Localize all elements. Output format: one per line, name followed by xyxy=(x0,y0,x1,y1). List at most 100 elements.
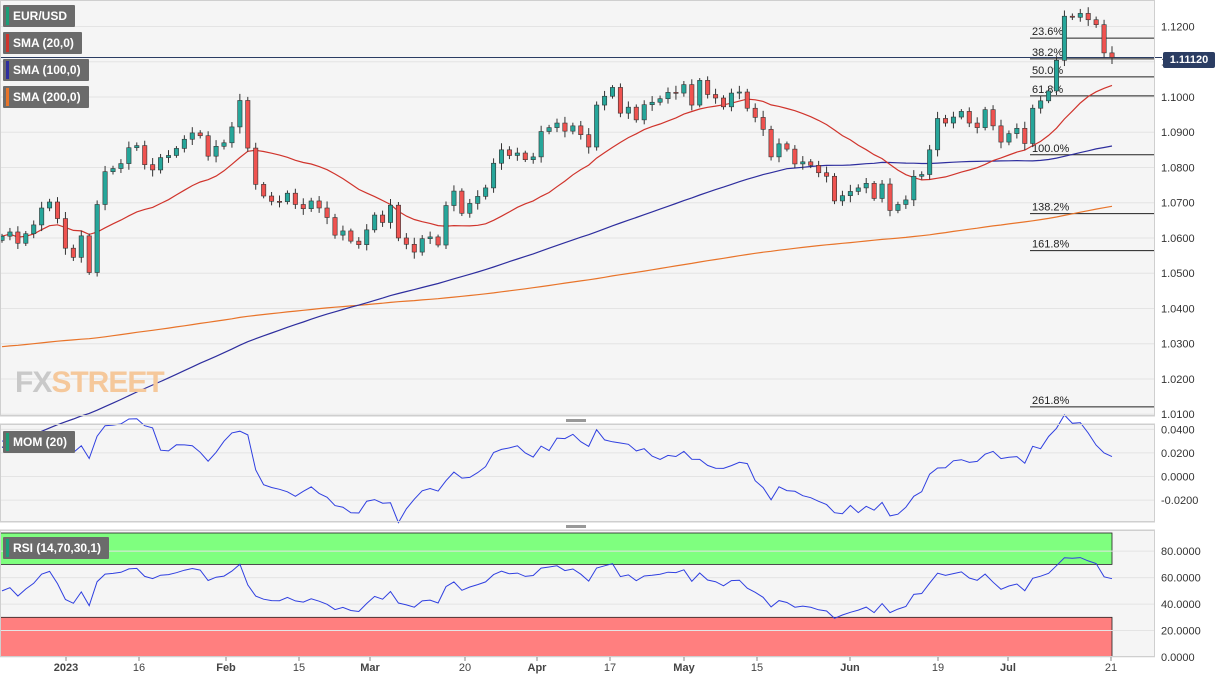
x-tick-label: 20 xyxy=(459,662,471,674)
candle-body xyxy=(284,192,290,202)
candle-body xyxy=(348,230,354,242)
legend-swatch xyxy=(6,61,9,79)
candle xyxy=(499,143,504,170)
candle xyxy=(62,211,68,255)
candle-body xyxy=(15,231,21,244)
candle-body xyxy=(197,132,203,137)
candle xyxy=(895,201,901,214)
candle-body xyxy=(1109,52,1115,58)
main-y-tick-label: 1.0700 xyxy=(1161,198,1195,210)
legend-sma100-label: SMA (100,0) xyxy=(13,63,81,77)
candle xyxy=(744,88,750,112)
x-tick-label: 17 xyxy=(604,662,616,674)
candle-body xyxy=(974,122,980,128)
candle xyxy=(871,180,877,201)
legend-mom[interactable]: MOM (20) xyxy=(3,431,75,453)
candle-body xyxy=(871,183,877,199)
candle xyxy=(1109,46,1115,65)
legend-swatch xyxy=(6,7,9,25)
candle xyxy=(435,234,441,248)
candle xyxy=(594,101,600,151)
candle-body xyxy=(443,205,449,246)
legend-rsi[interactable]: RSI (14,70,30,1) xyxy=(3,537,110,559)
candle-body xyxy=(610,87,615,97)
candle xyxy=(705,76,711,99)
candle-body xyxy=(78,235,84,258)
candle-body xyxy=(943,118,948,124)
x-tick-label: Jun xyxy=(840,662,860,674)
candle-body xyxy=(681,84,687,94)
candle-body xyxy=(213,146,219,157)
candle xyxy=(31,220,37,239)
candle xyxy=(721,95,726,110)
candle-body xyxy=(261,184,267,197)
candle xyxy=(752,103,758,123)
candle-body xyxy=(935,118,941,151)
candle-body xyxy=(364,229,370,245)
candle xyxy=(451,185,457,212)
candle-body xyxy=(697,80,703,106)
candle xyxy=(990,105,996,131)
candle-body xyxy=(102,171,108,205)
candle-body xyxy=(173,148,179,156)
candle xyxy=(94,200,100,277)
sma100-line xyxy=(1,145,1113,448)
legend-sma100[interactable]: SMA (100,0) xyxy=(3,59,89,81)
candle xyxy=(7,227,13,241)
candle-body xyxy=(459,190,465,214)
candle xyxy=(713,88,719,104)
legend-swatch xyxy=(6,539,9,557)
main-y-tick-label: 1.0100 xyxy=(1161,409,1195,421)
candle-body xyxy=(237,100,243,128)
candle xyxy=(197,130,203,139)
mom-y-tick-label: 0.0400 xyxy=(1161,424,1195,436)
rsi-y-tick-label: 20.0000 xyxy=(1161,626,1201,638)
legend-sma200[interactable]: SMA (200,0) xyxy=(3,86,89,108)
candle-body xyxy=(269,195,275,202)
x-tick-label: 21 xyxy=(1105,662,1117,674)
candle xyxy=(269,191,275,206)
candle-body xyxy=(491,162,497,189)
fib-level-label: 38.2% xyxy=(1032,47,1063,59)
candle-body xyxy=(847,191,853,196)
main-y-tick-label: 1.0300 xyxy=(1161,339,1195,351)
candle xyxy=(506,146,512,160)
legend-eurusd[interactable]: EUR/USD xyxy=(3,5,76,27)
candle xyxy=(166,150,171,163)
candle-body xyxy=(1093,19,1099,25)
candle-body xyxy=(150,164,156,171)
legend-sma20[interactable]: SMA (20,0) xyxy=(3,32,82,54)
right-axis-bg xyxy=(1155,0,1225,680)
candle xyxy=(173,146,179,158)
candle xyxy=(1006,130,1012,146)
candle-body xyxy=(181,138,187,149)
candle xyxy=(863,178,869,194)
candle xyxy=(411,237,417,259)
candle-body xyxy=(816,165,822,174)
candle xyxy=(395,201,401,242)
candle xyxy=(189,127,195,145)
rsi-y-tick-label: 60.0000 xyxy=(1161,573,1201,585)
candle xyxy=(950,111,956,129)
candle xyxy=(221,139,227,150)
candle-body xyxy=(499,149,504,164)
candle-body xyxy=(332,217,338,236)
mom-panel-bg xyxy=(0,423,1156,523)
candle-body xyxy=(562,122,568,132)
candle xyxy=(847,184,853,203)
candle-body xyxy=(736,91,742,94)
fib-level-label: 23.6% xyxy=(1032,26,1063,38)
candle xyxy=(958,109,964,120)
candle xyxy=(277,195,282,208)
legend-sma20-label: SMA (20,0) xyxy=(13,36,74,50)
candle xyxy=(776,138,782,163)
candle-body xyxy=(70,247,76,258)
candle-body xyxy=(134,145,140,149)
candle xyxy=(641,100,647,125)
candle-body xyxy=(546,127,552,132)
candle-body xyxy=(506,149,512,156)
main-y-tick-label: 1.1000 xyxy=(1161,92,1195,104)
candle-body xyxy=(721,97,726,108)
candle xyxy=(919,171,925,180)
candle xyxy=(681,81,687,97)
